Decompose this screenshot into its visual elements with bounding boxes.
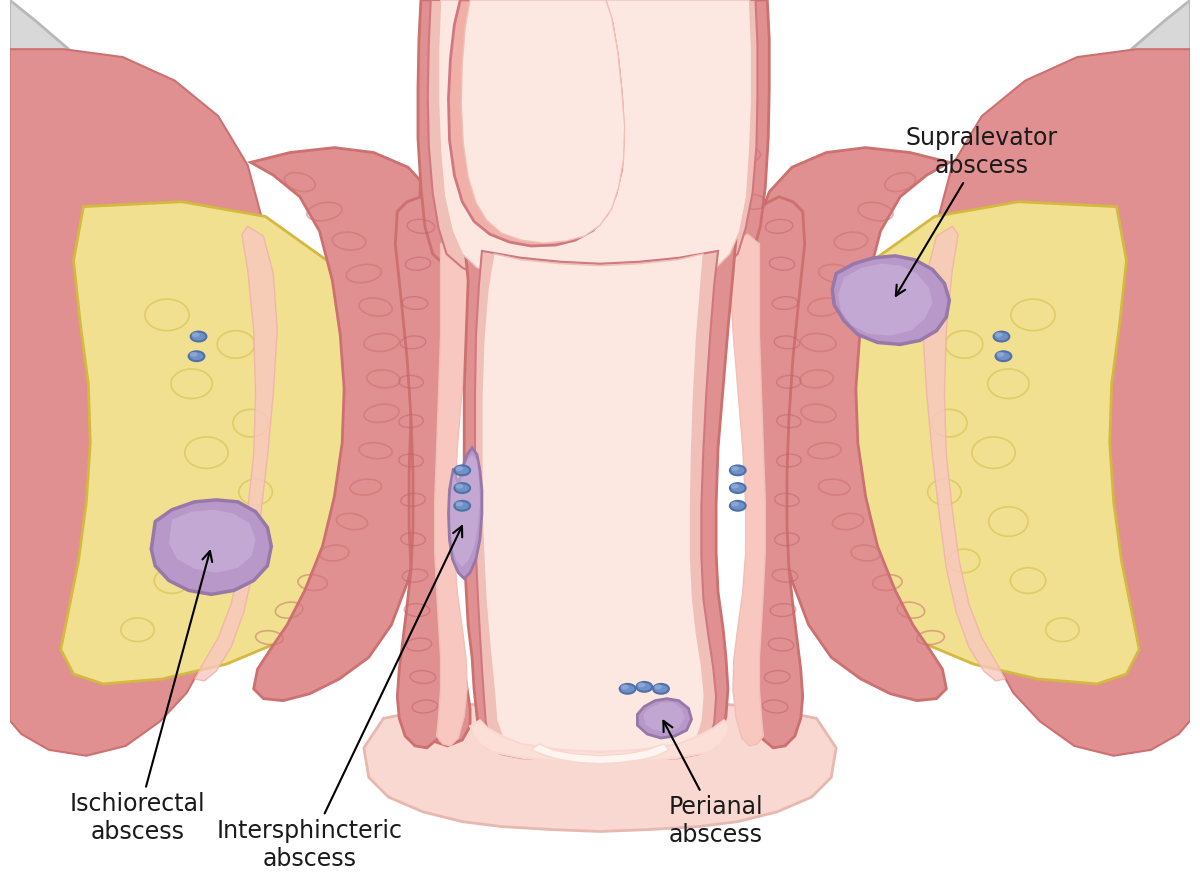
Ellipse shape	[455, 501, 470, 511]
Ellipse shape	[1130, 672, 1152, 686]
Ellipse shape	[1135, 226, 1151, 247]
Polygon shape	[643, 702, 685, 732]
Ellipse shape	[731, 466, 739, 470]
Polygon shape	[745, 196, 805, 748]
Polygon shape	[730, 234, 766, 746]
Text: Intersphincteric
abscess: Intersphincteric abscess	[217, 526, 462, 870]
Polygon shape	[395, 196, 455, 748]
Ellipse shape	[1146, 298, 1165, 313]
Polygon shape	[10, 49, 268, 756]
Polygon shape	[833, 255, 949, 344]
Ellipse shape	[731, 484, 739, 489]
Ellipse shape	[1144, 160, 1162, 184]
Ellipse shape	[996, 352, 1004, 357]
Polygon shape	[169, 510, 256, 573]
Ellipse shape	[455, 483, 470, 493]
Ellipse shape	[619, 684, 636, 693]
Polygon shape	[461, 0, 625, 243]
Ellipse shape	[730, 465, 745, 475]
Polygon shape	[932, 49, 1190, 756]
Ellipse shape	[38, 610, 55, 631]
Polygon shape	[439, 0, 751, 288]
Ellipse shape	[637, 683, 646, 687]
Ellipse shape	[38, 455, 55, 470]
Ellipse shape	[636, 682, 652, 692]
Polygon shape	[427, 0, 757, 292]
Ellipse shape	[1138, 533, 1157, 549]
Ellipse shape	[455, 484, 463, 489]
Text: Perianal
abscess: Perianal abscess	[664, 721, 763, 847]
Ellipse shape	[730, 501, 745, 511]
Polygon shape	[449, 0, 624, 246]
Text: Ischiorectal
abscess: Ischiorectal abscess	[70, 552, 212, 844]
Ellipse shape	[1145, 455, 1162, 470]
Polygon shape	[923, 226, 1006, 681]
Ellipse shape	[620, 685, 629, 689]
Ellipse shape	[730, 483, 745, 493]
Ellipse shape	[1145, 610, 1162, 631]
Ellipse shape	[994, 331, 1009, 342]
Polygon shape	[475, 251, 718, 759]
Polygon shape	[194, 226, 277, 681]
Polygon shape	[838, 263, 932, 336]
Ellipse shape	[49, 226, 65, 247]
Ellipse shape	[731, 501, 739, 507]
Ellipse shape	[1139, 111, 1159, 125]
Ellipse shape	[48, 672, 70, 686]
Polygon shape	[450, 455, 480, 566]
Polygon shape	[637, 699, 691, 738]
Polygon shape	[756, 148, 949, 700]
Polygon shape	[532, 744, 668, 764]
Ellipse shape	[455, 465, 470, 475]
Ellipse shape	[35, 298, 54, 313]
Polygon shape	[464, 241, 736, 760]
Ellipse shape	[41, 111, 61, 125]
Polygon shape	[10, 0, 118, 738]
Polygon shape	[482, 254, 704, 757]
Ellipse shape	[43, 533, 62, 549]
Polygon shape	[434, 234, 470, 746]
Polygon shape	[470, 721, 730, 764]
Ellipse shape	[455, 466, 463, 470]
Polygon shape	[409, 0, 470, 746]
Text: Supralevator
abscess: Supralevator abscess	[896, 126, 1058, 296]
Ellipse shape	[190, 352, 198, 357]
Ellipse shape	[996, 352, 1012, 361]
Polygon shape	[418, 0, 769, 294]
Ellipse shape	[188, 352, 204, 361]
Ellipse shape	[654, 685, 662, 689]
Ellipse shape	[1139, 374, 1154, 394]
Polygon shape	[151, 500, 271, 595]
Polygon shape	[806, 202, 1139, 684]
Ellipse shape	[995, 332, 1002, 337]
Polygon shape	[1082, 0, 1190, 738]
Polygon shape	[449, 448, 482, 579]
Polygon shape	[251, 148, 444, 700]
Polygon shape	[61, 202, 394, 684]
Polygon shape	[364, 702, 836, 832]
Ellipse shape	[38, 160, 56, 184]
Ellipse shape	[455, 501, 463, 507]
Ellipse shape	[192, 332, 199, 337]
Ellipse shape	[653, 684, 668, 693]
Ellipse shape	[191, 331, 206, 342]
Ellipse shape	[46, 374, 61, 394]
